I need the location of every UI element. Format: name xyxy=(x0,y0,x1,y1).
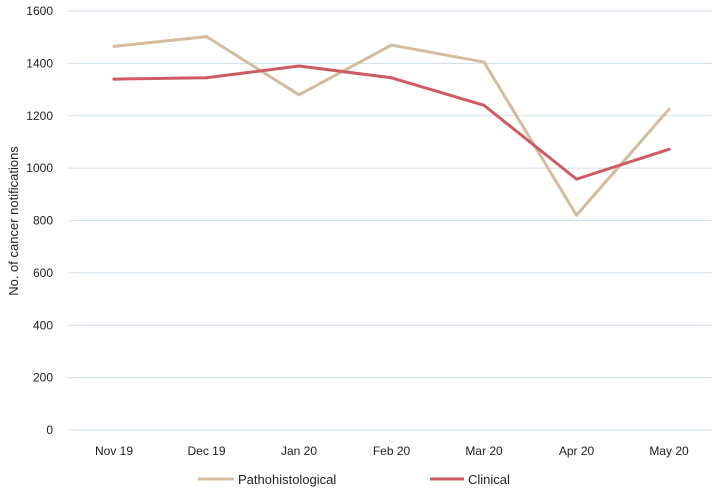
data-point-pathohistological-0 xyxy=(112,44,116,48)
x-tick-label: Jan 20 xyxy=(281,444,317,458)
data-point-clinical-3 xyxy=(390,76,393,80)
data-point-clinical-4 xyxy=(482,103,486,107)
y-tick-label: 1200 xyxy=(26,109,53,123)
data-point-pathohistological-2 xyxy=(297,93,301,97)
data-point-clinical-2 xyxy=(297,64,301,68)
x-tick-label: Feb 20 xyxy=(373,444,411,458)
y-tick-label: 800 xyxy=(33,214,53,228)
data-point-pathohistological-5 xyxy=(575,213,578,217)
data-point-pathohistological-4 xyxy=(482,60,486,64)
series-line-clinical xyxy=(112,64,671,181)
x-tick-label: Dec 19 xyxy=(187,444,225,458)
x-tick-label: Nov 19 xyxy=(95,444,133,458)
y-tick-label: 1000 xyxy=(26,161,53,175)
data-point-clinical-1 xyxy=(205,76,208,80)
y-tick-label: 1400 xyxy=(26,56,53,70)
data-point-pathohistological-1 xyxy=(205,35,208,39)
data-point-clinical-5 xyxy=(575,177,578,181)
data-point-pathohistological-3 xyxy=(390,43,393,47)
data-point-clinical-0 xyxy=(112,77,116,81)
x-tick-label: Mar 20 xyxy=(465,444,503,458)
legend-label-clinical: Clinical xyxy=(468,472,510,487)
y-tick-label: 0 xyxy=(46,423,53,437)
legend: Pathohistological Clinical xyxy=(198,472,510,487)
legend-label-pathohistological: Pathohistological xyxy=(238,472,336,487)
x-tick-label: May 20 xyxy=(649,444,689,458)
y-tick-label: 1600 xyxy=(26,4,53,18)
y-tick-label: 200 xyxy=(33,371,53,385)
y-tick-label: 600 xyxy=(33,266,53,280)
y-axis-ticks: 0 200 400 600 800 1000 1200 1400 1600 xyxy=(26,4,53,437)
x-tick-label: Apr 20 xyxy=(559,444,595,458)
data-point-pathohistological-6 xyxy=(667,107,671,111)
x-axis-ticks: Nov 19 Dec 19 Jan 20 Feb 20 Mar 20 Apr 20 May … xyxy=(95,444,689,458)
gridlines xyxy=(68,10,712,431)
y-axis-title: No. of cancer notifications xyxy=(6,146,21,296)
series-lines xyxy=(112,35,671,217)
data-point-clinical-6 xyxy=(667,147,671,151)
y-tick-label: 400 xyxy=(33,318,53,332)
